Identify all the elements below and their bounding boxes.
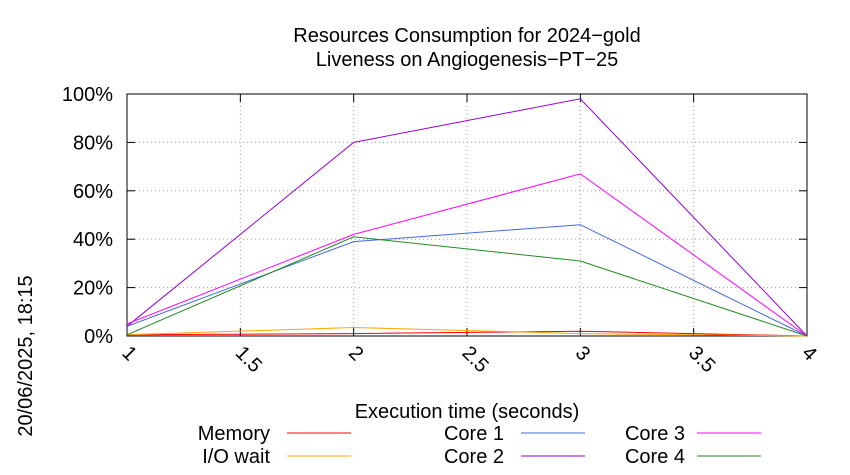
- y-tick-label: 20%: [73, 278, 113, 300]
- series-line-core-3: [126, 173, 808, 337]
- x-tick-label: 1.5: [231, 342, 266, 377]
- grid-lines: [127, 94, 807, 336]
- series-line-core-2: [126, 98, 808, 337]
- x-axis-label: Execution time (seconds): [355, 401, 580, 423]
- chart-title-line-2: Liveness on Angiogenesis−PT−25: [316, 49, 618, 71]
- legend-label: Core 3: [625, 423, 685, 445]
- y-tick-label: 80%: [73, 132, 113, 154]
- y-tick-label: 100%: [62, 84, 113, 106]
- y-tick-label: 0%: [84, 326, 113, 348]
- x-tick-label: 3: [571, 342, 594, 365]
- series-lines: [126, 98, 808, 337]
- legend-label: Core 1: [444, 423, 504, 445]
- x-tick-label: 1: [117, 342, 140, 365]
- y-tick-label: 40%: [73, 229, 113, 251]
- series-line-core-4: [126, 236, 808, 337]
- x-tick-label: 3.5: [684, 342, 719, 377]
- x-tick-label: 4: [797, 342, 820, 365]
- series-line-core-1: [126, 224, 808, 337]
- side-timestamp-label: 20/06/2025, 18:15: [15, 275, 37, 436]
- legend-label: Memory: [198, 423, 270, 445]
- legend-label: I/O wait: [202, 446, 270, 468]
- series-line-memory: [126, 330, 808, 337]
- legend-label: Core 4: [625, 446, 685, 468]
- x-tick-label: 2: [344, 342, 367, 365]
- y-tick-label: 60%: [73, 181, 113, 203]
- legend-label: Core 2: [444, 446, 504, 468]
- series-line-i-o-wait: [126, 326, 808, 337]
- chart-title-line-1: Resources Consumption for 2024−gold: [293, 25, 640, 47]
- x-tick-label: 2.5: [457, 342, 492, 377]
